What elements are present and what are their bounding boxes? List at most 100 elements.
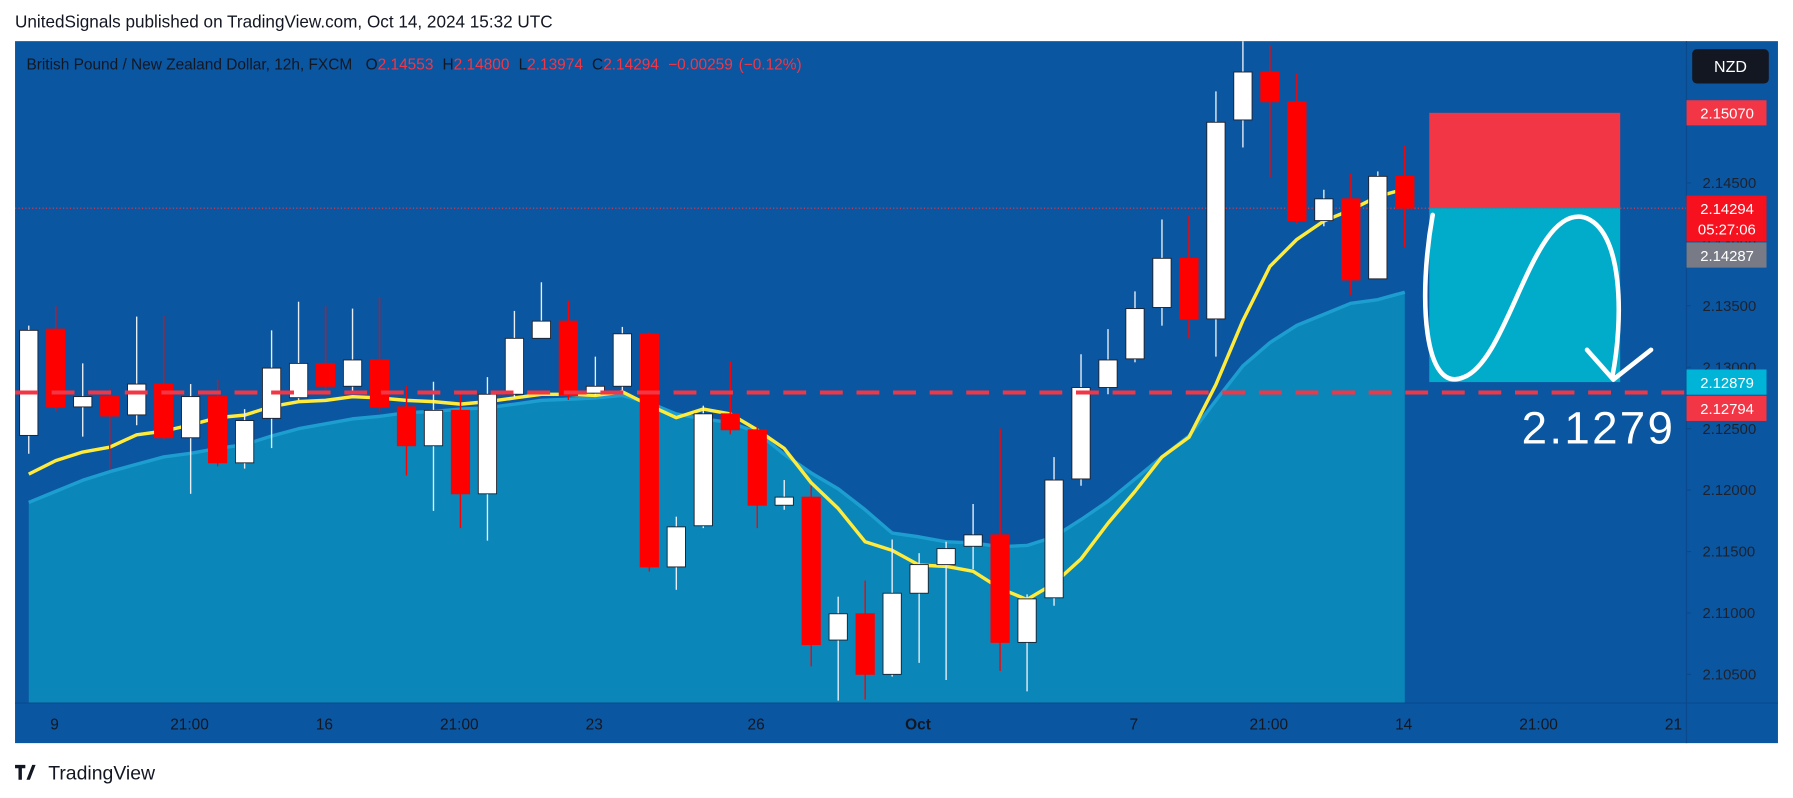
price-label: 2.15070 xyxy=(1700,107,1754,123)
candle-body xyxy=(882,592,902,675)
candle-body xyxy=(396,406,417,447)
candle-body xyxy=(369,359,390,408)
drawn-curve xyxy=(1422,212,1654,382)
legend-change-percent: (−0.12%) xyxy=(739,57,802,74)
price-axis: 2.105002.110002.115002.120002.125002.130… xyxy=(1686,176,1756,684)
candle-body xyxy=(531,320,552,339)
candle-body xyxy=(1287,101,1307,222)
time-axis: 9 21:00 16 21:00 23 26 Oct 7 21:00 14 21:00 21 xyxy=(50,716,1682,733)
candle-body xyxy=(100,396,120,417)
annotation: 2.1279 xyxy=(1522,403,1676,454)
candle-body xyxy=(1179,257,1199,320)
candle-body xyxy=(19,329,39,436)
ma-area xyxy=(28,292,1405,704)
currency-button[interactable] xyxy=(1692,49,1769,84)
legend-key: L xyxy=(519,57,528,74)
candle-body xyxy=(1125,308,1145,360)
candle-body xyxy=(1368,175,1388,280)
candle-body xyxy=(73,396,93,408)
candle-body xyxy=(720,413,740,431)
y-tick-label: 2.14500 xyxy=(1703,176,1757,192)
candle-body xyxy=(936,548,956,566)
price-label: 2.12879 xyxy=(1700,376,1754,392)
x-tick-label: 7 xyxy=(1130,716,1139,733)
candle-body xyxy=(990,534,1010,643)
x-tick-label: 21:00 xyxy=(170,716,209,733)
candle-body xyxy=(774,496,794,506)
legend-key: H xyxy=(443,57,454,74)
candle-body xyxy=(1233,71,1253,121)
y-tick-label: 2.13500 xyxy=(1703,299,1757,315)
candle-body xyxy=(1152,257,1172,308)
candle-body xyxy=(855,613,875,675)
candle-body xyxy=(558,320,578,396)
y-tick-label: 2.11000 xyxy=(1703,606,1756,622)
brand-name: TradingView xyxy=(48,763,156,785)
candle-body xyxy=(666,526,686,568)
published-line: UnitedSignals published on TradingView.c… xyxy=(15,11,553,31)
candle-body xyxy=(1017,598,1037,643)
y-tick-label: 2.12000 xyxy=(1703,483,1757,499)
price-label-box xyxy=(1686,100,1767,126)
legend-value: 2.13974 xyxy=(527,57,583,74)
candle-body xyxy=(154,383,174,439)
currency-label: NZD xyxy=(1714,59,1747,76)
price-label: 2.14294 xyxy=(1700,202,1754,218)
price-countdown: 05:27:06 xyxy=(1698,222,1756,238)
candle-body xyxy=(801,496,821,646)
candle-body xyxy=(1071,387,1091,480)
y-tick-label: 2.11500 xyxy=(1703,545,1756,561)
candle-body xyxy=(1260,71,1280,103)
x-tick-label: 16 xyxy=(316,716,333,733)
x-tick-label: 21 xyxy=(1665,716,1682,733)
candle-body xyxy=(46,328,66,408)
x-tick-label: 23 xyxy=(586,716,603,733)
price-label-box xyxy=(1686,369,1767,395)
candle-body xyxy=(747,429,767,506)
price-labels: 2.15070 2.14294 05:27:06 2.14287 2.12879 2.12… xyxy=(1686,100,1767,421)
price-label: 2.14287 xyxy=(1700,249,1754,265)
y-tick-label: 2.12500 xyxy=(1703,422,1757,438)
legend-key: C xyxy=(592,57,603,74)
candle-body xyxy=(909,564,929,594)
x-tick-label: 21:00 xyxy=(1519,716,1558,733)
logo-mark xyxy=(15,764,36,780)
symbol-title: British Pound / New Zealand Dollar, 12h,… xyxy=(26,57,352,74)
candle-body xyxy=(1206,121,1226,320)
legend-value: 2.14553 xyxy=(378,57,434,74)
candle-body xyxy=(477,393,498,495)
x-tick-label: Oct xyxy=(905,716,931,733)
x-tick-label: 26 xyxy=(748,716,765,733)
candle-body xyxy=(127,383,147,416)
stop-zone xyxy=(1429,112,1621,209)
candle-body xyxy=(639,333,659,568)
price-label-box xyxy=(1686,195,1767,242)
price-label-box xyxy=(1686,242,1767,268)
chart-legend: British Pound / New Zealand Dollar, 12h,… xyxy=(26,57,801,74)
candle-body xyxy=(450,409,471,495)
x-tick-label: 21:00 xyxy=(1249,716,1288,733)
tradingview-logo: TradingView xyxy=(15,763,156,785)
candle-body xyxy=(342,359,363,387)
legend-key: O xyxy=(366,57,378,74)
candle-body xyxy=(585,385,605,394)
candle-body xyxy=(828,613,848,641)
candle-body xyxy=(235,420,255,464)
x-tick-label: 14 xyxy=(1395,716,1413,733)
candle-body xyxy=(612,333,632,387)
candle-body xyxy=(288,362,309,399)
candle-body xyxy=(1044,479,1064,599)
candle-body xyxy=(693,413,713,527)
candle-body xyxy=(181,396,201,439)
legend-value: 2.14800 xyxy=(454,57,510,74)
legend-change: −0.00259 xyxy=(668,57,733,74)
candle-body xyxy=(1098,359,1118,388)
candle-body xyxy=(963,534,983,547)
legend-value: 2.14294 xyxy=(603,57,659,74)
price-label-box xyxy=(1686,395,1767,421)
x-tick-label: 9 xyxy=(50,716,59,733)
candle-body xyxy=(423,409,444,447)
x-tick-label: 21:00 xyxy=(440,716,479,733)
candle-body xyxy=(208,396,228,464)
